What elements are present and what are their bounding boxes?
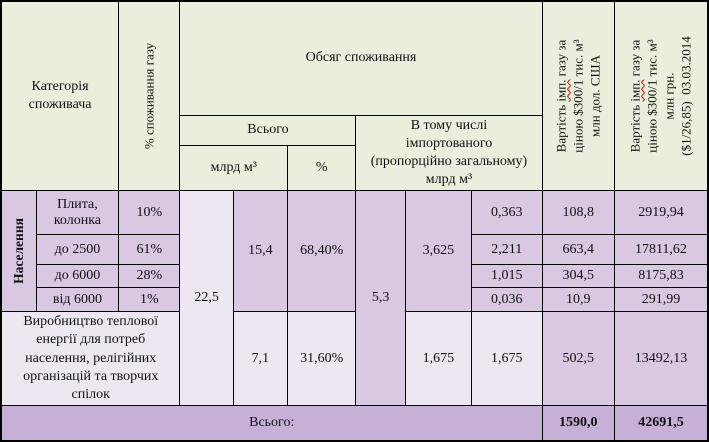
grand-total-usd: 1590,0 <box>541 405 615 442</box>
uah-price-header-text: Вартість імп. газу за ціною $300/1 тис. … <box>627 7 696 186</box>
usd-price-line3: млн дол. США <box>587 55 603 138</box>
population-pct-cell: 68,40% <box>287 190 357 313</box>
uah-cost-cell: 2919,94 <box>613 190 709 236</box>
uah-price-header: Вартість імп. газу за ціною $300/1 тис. … <box>613 0 709 192</box>
subcategory-cell: до 6000 <box>35 264 120 289</box>
pct-subheader: % <box>287 145 357 192</box>
pct-cell: 61% <box>118 234 181 266</box>
pct-cell: 28% <box>118 264 181 289</box>
uah-price-line1a: Вартість <box>627 101 643 153</box>
heat-imported-row-cell: 1,675 <box>471 311 543 407</box>
usd-price-line1a: Вартість <box>553 101 569 153</box>
usd-cost-cell: 304,5 <box>541 264 615 289</box>
usd-price-header: Вартість імп. газу за ціною $300/1 тис. … <box>541 0 615 192</box>
grand-total-label: Всього: <box>0 405 543 442</box>
heat-pct-cell: 31,60% <box>287 311 357 407</box>
total-volume-cell: 22,5 <box>179 190 234 407</box>
heat-imported-cell: 1,675 <box>404 311 473 407</box>
total-subheader: Всього <box>179 114 357 147</box>
table-row: Виробництво теплової енергії для потреб … <box>0 311 709 407</box>
pct-cell: 10% <box>118 190 181 236</box>
imported-row-cell: 1,015 <box>471 264 543 289</box>
usd-price-line2: ціною $300/1 тис. м³ <box>570 39 586 153</box>
usd-price-abbr: імп. <box>553 79 569 102</box>
pct-consumption-header: % споживання газу <box>118 0 181 192</box>
pct-consumption-header-text: % споживання газу <box>141 42 157 150</box>
heat-volume-cell: 7,1 <box>232 311 289 407</box>
subcategory-cell: Плита, колонка <box>35 190 120 236</box>
imported-row-cell: 0,036 <box>471 287 543 313</box>
uah-price-abbr: імп. <box>627 79 643 102</box>
population-group-label-text: Населення <box>10 218 26 285</box>
heat-uah-cost-cell: 13492,13 <box>613 311 709 407</box>
pct-cell: 1% <box>118 287 181 313</box>
usd-price-line1c: газу за <box>553 39 569 80</box>
uah-cost-cell: 17811,62 <box>613 234 709 266</box>
table-row: до 6000 28% 1,015 304,5 8175,83 <box>1 264 709 289</box>
usd-price-header-text: Вартість імп. газу за ціною $300/1 тис. … <box>552 8 603 185</box>
usd-cost-cell: 108,8 <box>541 190 615 236</box>
imported-total-cell: 5,3 <box>355 190 406 407</box>
heat-production-label: Виробництво теплової енергії для потреб … <box>0 311 181 407</box>
usd-cost-cell: 10,9 <box>541 287 615 313</box>
volume-header: Обсяг споживання <box>179 0 543 116</box>
heat-usd-cost-cell: 502,5 <box>541 311 615 407</box>
totals-row: Всього: 1590,0 42691,5 <box>0 405 709 442</box>
table-row: до 2500 61% 2,211 663,4 17811,62 <box>1 234 709 266</box>
imported-population-cell: 3,625 <box>404 190 473 313</box>
population-volume-cell: 15,4 <box>232 190 289 313</box>
imported-subheader: В тому числі імпортованого (пропорційно … <box>355 114 543 192</box>
imported-row-cell: 0,363 <box>471 190 543 236</box>
subcategory-cell: до 2500 <box>35 234 120 266</box>
population-group-label: Населення <box>0 190 37 313</box>
uah-cost-cell: 291,99 <box>613 287 709 313</box>
bln-m3-subheader: млрд м³ <box>179 145 289 192</box>
uah-price-line3: млн грн. <box>661 72 677 120</box>
uah-price-line4: ($1/26,85) 03.03.2014 <box>679 36 695 156</box>
category-header: Категорія споживача <box>0 0 120 192</box>
grand-total-uah: 42691,5 <box>613 405 709 442</box>
uah-cost-cell: 8175,83 <box>613 264 709 289</box>
uah-price-line1c: газу за <box>627 39 643 80</box>
subcategory-cell: від 6000 <box>35 287 120 313</box>
uah-price-line2: ціною $300/1 тис. м³ <box>644 39 660 153</box>
table-row: Населення Плита, колонка 10% 22,5 15,4 6… <box>0 190 709 407</box>
usd-cost-cell: 663,4 <box>541 234 615 266</box>
imported-row-cell: 2,211 <box>471 234 543 266</box>
